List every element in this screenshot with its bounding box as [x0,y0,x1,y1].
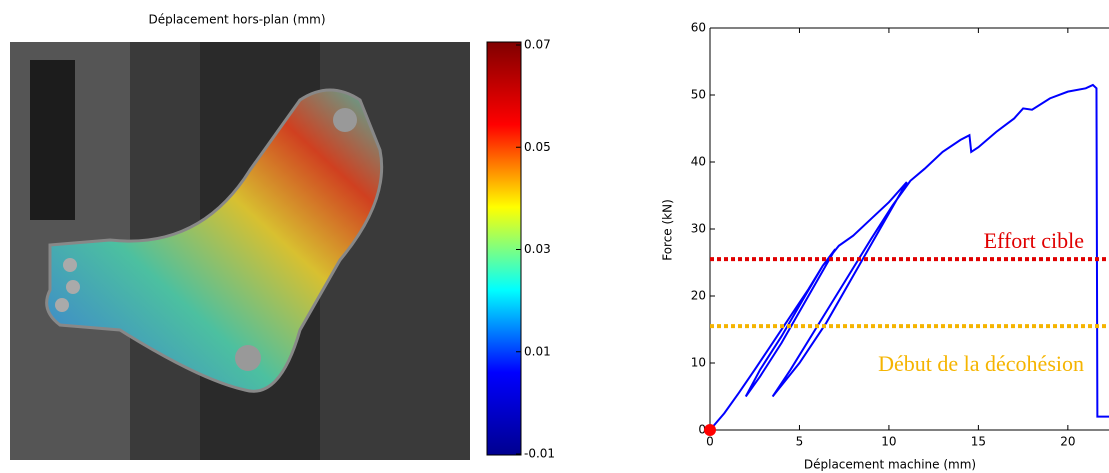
x-axis-label: Déplacement machine (mm) [804,458,976,472]
photo [10,42,470,460]
start-point [704,424,716,436]
y-tick-label: 0 [698,423,706,437]
x-tick-label: 5 [796,435,804,449]
y-tick-label: 10 [691,356,706,370]
x-tick-label: 10 [881,435,896,449]
colorbar-tick-label: -0.01 [524,447,555,461]
heatmap-title: Déplacement hors-plan (mm) [148,13,325,27]
y-tick-label: 30 [691,222,706,236]
x-tick-label: 15 [971,435,986,449]
colorbar-tick-label: 0.05 [524,140,551,154]
reference-label: Début de la décohésion [878,351,1084,376]
y-tick-label: 20 [691,289,706,303]
y-tick-label: 40 [691,155,706,169]
y-tick-label: 60 [691,21,706,35]
colorbar-tick-label: 0.07 [524,38,551,52]
reference-label: Effort cible [984,228,1084,253]
x-tick-label: 0 [706,435,714,449]
y-axis-label: Force (kN) [661,199,675,261]
y-tick-label: 50 [691,88,706,102]
x-tick-label: 20 [1060,435,1075,449]
colorbar-tick-label: 0.03 [524,242,551,256]
data-line [709,83,1109,431]
colorbar-tick-label: 0.01 [524,344,551,358]
colorbar [486,41,522,456]
